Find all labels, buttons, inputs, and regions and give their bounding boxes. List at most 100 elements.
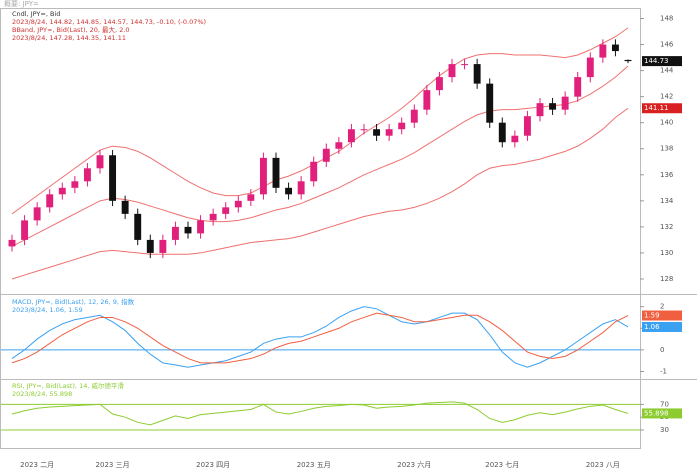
candle-body <box>574 77 582 97</box>
legend-value: -0.10 <box>157 18 174 26</box>
candle-body <box>423 90 431 110</box>
x-tick-label: 2023 四月 <box>196 461 230 469</box>
legend-value: 141.11 <box>103 34 126 42</box>
candle-body <box>398 122 406 130</box>
candle-body <box>410 109 418 123</box>
candle-body <box>46 194 54 208</box>
candle-body <box>96 155 104 169</box>
legend-line: BBand, JPY=, Bid(Last), 20, 最大, 2.0 <box>12 25 130 34</box>
x-tick-label: 2023 六月 <box>397 460 431 469</box>
series-line <box>11 401 629 426</box>
candle-body <box>184 226 192 234</box>
candle-body <box>310 161 318 182</box>
legend-value: 1.06 <box>49 306 63 314</box>
y-tick-label: 132 <box>660 223 673 231</box>
y-tick-label: 0 <box>660 346 664 354</box>
legend-value: 144.57 <box>103 18 126 26</box>
legend-value: 2023/8/24 <box>12 390 45 398</box>
candle-body <box>8 239 16 247</box>
candle-body <box>549 103 557 110</box>
x-tick-label: 2023 七月 <box>485 460 519 469</box>
candle-body <box>171 226 179 240</box>
series-line <box>11 107 629 280</box>
legend-value: 2023/8/24 <box>12 34 45 42</box>
candle-body <box>586 57 594 78</box>
x-tick-label: 2023 二月 <box>20 461 54 469</box>
y-tick-label: 140 <box>660 119 673 127</box>
legend-value: Cndl, JPY=, Bid <box>12 10 60 18</box>
candle-body <box>486 83 494 123</box>
candle-body <box>360 129 368 131</box>
y-tick-label: 70 <box>660 400 669 408</box>
candle-body <box>561 96 569 110</box>
candle-body <box>146 239 154 253</box>
legend-value: 2023/8/24 <box>12 306 45 314</box>
candle-body <box>247 194 255 201</box>
value-box <box>642 56 682 67</box>
value-box-label: 1.06 <box>644 323 660 331</box>
x-tick-label: 2023 八月 <box>586 461 620 469</box>
y-tick-label: -1 <box>660 368 667 376</box>
candle-body <box>58 187 66 195</box>
legend-value: 2023/8/24 <box>12 18 45 26</box>
y-tick-label: 144 <box>660 67 674 75</box>
candle-body <box>448 64 456 78</box>
candle-body <box>624 59 632 62</box>
candle-body <box>435 77 443 91</box>
candle-body <box>209 213 217 221</box>
x-tick-label: 2023 五月 <box>297 461 331 469</box>
candle-body <box>121 200 129 214</box>
y-tick-label: 146 <box>660 41 674 49</box>
legend-value: 147.28 <box>49 34 72 42</box>
series-line <box>11 27 629 215</box>
series-line <box>11 306 629 368</box>
candle-body <box>21 220 29 240</box>
candle-body <box>599 44 607 58</box>
candle-body <box>461 64 469 66</box>
y-tick-label: 2 <box>660 303 664 311</box>
value-box <box>642 310 682 321</box>
legend-value: RSI, JPY=, Bid(Last), 14, 威尔德平滑 <box>12 381 124 390</box>
y-tick-label: 148 <box>660 15 673 23</box>
series-line <box>11 65 629 247</box>
legend-line: MACD, JPY=, Bid(Last), 12, 26, 9, 指数 <box>12 297 135 306</box>
legend-line: 2023/8/24, 144.82, 144.85, 144.57, 144.7… <box>12 18 206 26</box>
legend-value: 144.82 <box>49 18 72 26</box>
candle-body <box>347 129 355 143</box>
legend-value: 144.73 <box>130 18 153 26</box>
legend-value: BBand, JPY=, Bid(Last), 20, 最大, 2.0 <box>12 25 130 34</box>
frame <box>0 8 641 449</box>
legend-line: 2023/8/24, 1.06, 1.59 <box>12 306 83 314</box>
value-box-label: 141.11 <box>644 104 669 112</box>
y-tick-label: 142 <box>660 93 673 101</box>
candle-body <box>71 181 79 188</box>
candle-body <box>511 135 519 143</box>
candle-body <box>259 157 267 195</box>
candle-body <box>159 239 167 253</box>
value-box <box>642 103 682 114</box>
legend-value: 144.85 <box>76 18 99 26</box>
value-box <box>642 321 682 332</box>
value-box <box>642 408 682 419</box>
candle-body <box>473 64 481 84</box>
candle-body <box>373 129 381 136</box>
legend-line: 2023/8/24, 55.898 <box>12 390 72 398</box>
y-tick-label: 138 <box>660 145 673 153</box>
legend-value: MACD, JPY=, Bid(Last), 12, 26, 9, 指数 <box>12 297 135 306</box>
candle-body <box>297 181 305 195</box>
value-box-label: 144.73 <box>644 57 669 65</box>
legend-line: Cndl, JPY=, Bid <box>12 10 60 18</box>
legend-value: 144.35 <box>76 34 99 42</box>
legend-line: 2023/8/24, 147.28, 144.35, 141.11 <box>12 34 126 42</box>
candle-body <box>498 122 506 143</box>
candle-body <box>109 155 117 201</box>
candle-body <box>285 187 293 195</box>
legend-value: 1.59 <box>68 306 82 314</box>
candle-body <box>335 142 343 149</box>
header: 概要: JPY= <box>4 0 39 8</box>
y-tick-label: 130 <box>660 249 673 257</box>
y-tick-label: 134 <box>660 197 674 205</box>
y-tick-label: 30 <box>660 426 669 434</box>
